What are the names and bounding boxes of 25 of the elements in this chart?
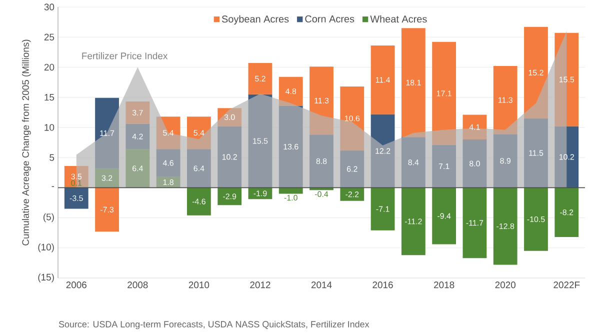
source-note: Source: USDA Long-term Forecasts, USDA NASS QuickStats, Fertilizer Index	[58, 320, 370, 330]
y-tick-label: 10	[44, 124, 54, 131]
legend-label: Wheat Acres	[370, 15, 427, 23]
x-tick-label: 2008	[128, 282, 148, 288]
y-tick-label: 30	[44, 4, 54, 10]
legend-label: Corn Acres	[305, 15, 354, 22]
y-tick-label: 5	[50, 154, 54, 161]
legend-label: Soybean Acres	[222, 15, 289, 25]
x-tick-label: 2014	[311, 282, 332, 288]
x-tick-label: 2022F	[554, 282, 580, 288]
y-tick-label: -	[52, 186, 54, 187]
y-tick-label: 25	[44, 34, 54, 40]
y-tick-label: (5)	[44, 213, 54, 222]
series-label: Fertilizer Price Index	[82, 52, 168, 60]
y-axis-title: Cumulative Acreage Change from 2005 (Millions)	[22, 40, 31, 246]
y-tick-label: 20	[44, 64, 54, 71]
x-tick-label: 2006	[66, 282, 86, 288]
x-tick-label: 2020	[495, 282, 516, 288]
y-tick-label: (10)	[38, 243, 54, 252]
x-tick-label: 2016	[372, 282, 393, 288]
x-tick-label: 2012	[250, 282, 270, 288]
y-tick-label: (15)	[38, 274, 54, 282]
y-tick-label: 15	[44, 94, 54, 101]
x-tick-label: 2010	[188, 282, 210, 288]
x-tick-label: 2018	[434, 282, 454, 288]
